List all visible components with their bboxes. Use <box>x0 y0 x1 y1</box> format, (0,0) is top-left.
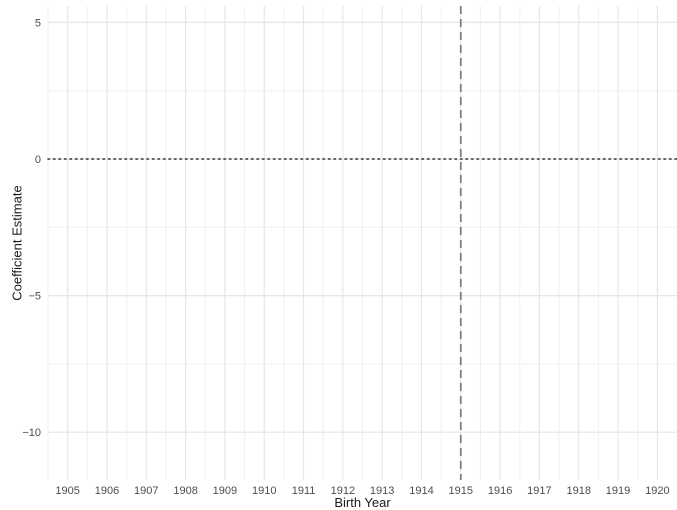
x-tick-label: 1907 <box>134 485 158 497</box>
x-tick-label: 1912 <box>331 485 355 497</box>
y-axis-tick-labels: 5 0 −5 −10 <box>22 17 41 439</box>
y-tick-label: −10 <box>22 427 41 439</box>
x-tick-label: 1914 <box>409 485 433 497</box>
x-tick-label: 1910 <box>252 485 276 497</box>
minor-gridlines <box>47 6 677 480</box>
x-tick-label: 1915 <box>449 485 473 497</box>
x-tick-label: 1919 <box>606 485 630 497</box>
x-tick-label: 1917 <box>527 485 551 497</box>
reference-lines <box>47 6 677 480</box>
major-gridlines <box>48 6 677 480</box>
x-tick-label: 1905 <box>55 485 79 497</box>
x-tick-label: 1913 <box>370 485 394 497</box>
x-tick-label: 1920 <box>645 485 669 497</box>
x-axis-tick-labels: 1905 1906 1907 1908 1909 1910 1911 1912 1913 1914… <box>55 485 669 497</box>
x-tick-label: 1909 <box>213 485 237 497</box>
y-tick-label: 5 <box>35 17 41 29</box>
y-tick-label: 0 <box>35 154 41 166</box>
y-axis-title: Coefficient Estimate <box>10 185 25 300</box>
x-axis-title: Birth Year <box>334 495 391 510</box>
x-tick-label: 1916 <box>488 485 512 497</box>
x-tick-label: 1918 <box>566 485 590 497</box>
x-tick-label: 1906 <box>95 485 119 497</box>
y-tick-label: −5 <box>28 291 41 303</box>
x-tick-label: 1911 <box>292 485 316 497</box>
x-tick-label: 1908 <box>173 485 197 497</box>
